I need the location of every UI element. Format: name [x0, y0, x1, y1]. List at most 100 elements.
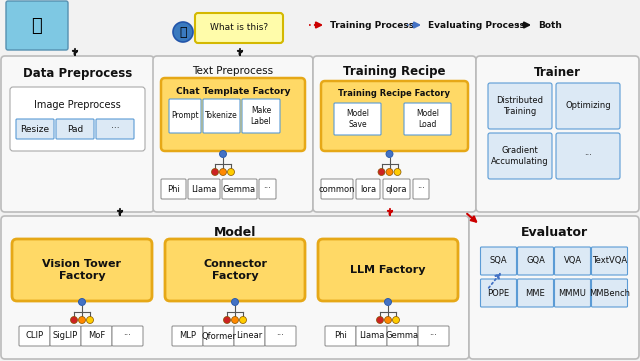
FancyBboxPatch shape	[6, 1, 68, 50]
Circle shape	[79, 317, 86, 323]
Circle shape	[70, 317, 77, 323]
FancyBboxPatch shape	[234, 326, 265, 346]
Text: Vision Tower
Factory: Vision Tower Factory	[42, 259, 122, 281]
Circle shape	[232, 317, 239, 323]
FancyBboxPatch shape	[488, 133, 552, 179]
FancyBboxPatch shape	[203, 99, 240, 133]
FancyBboxPatch shape	[554, 279, 591, 307]
FancyBboxPatch shape	[418, 326, 449, 346]
Text: Model
Save: Model Save	[346, 109, 369, 129]
FancyBboxPatch shape	[188, 179, 220, 199]
FancyBboxPatch shape	[554, 247, 591, 275]
Text: MMMU: MMMU	[559, 288, 586, 297]
Text: ···: ···	[111, 125, 119, 134]
FancyBboxPatch shape	[56, 119, 94, 139]
Text: MME: MME	[525, 288, 545, 297]
Text: SQA: SQA	[490, 257, 508, 265]
Circle shape	[376, 317, 383, 323]
Text: SigLIP: SigLIP	[53, 331, 78, 340]
Text: Optimizing: Optimizing	[565, 101, 611, 110]
FancyBboxPatch shape	[481, 279, 516, 307]
Circle shape	[378, 169, 385, 175]
Text: ···: ···	[124, 331, 131, 340]
FancyBboxPatch shape	[265, 326, 296, 346]
FancyBboxPatch shape	[161, 179, 186, 199]
Text: Image Preprocess: Image Preprocess	[34, 100, 121, 110]
FancyBboxPatch shape	[10, 87, 145, 151]
Text: ···: ···	[584, 152, 592, 161]
Text: Training Recipe Factory: Training Recipe Factory	[339, 90, 451, 99]
Text: Pad: Pad	[67, 125, 83, 134]
FancyBboxPatch shape	[172, 326, 203, 346]
Text: Make
Label: Make Label	[251, 106, 271, 126]
Text: MoF: MoF	[88, 331, 105, 340]
FancyBboxPatch shape	[222, 179, 257, 199]
Text: What is this?: What is this?	[210, 23, 268, 32]
Text: Phi: Phi	[167, 184, 180, 193]
Text: ···: ···	[417, 184, 425, 193]
Text: Phi: Phi	[334, 331, 347, 340]
Text: Gradient
Accumulating: Gradient Accumulating	[491, 146, 549, 166]
Text: CLIP: CLIP	[26, 331, 44, 340]
Circle shape	[227, 169, 234, 175]
FancyBboxPatch shape	[1, 56, 154, 212]
Text: Data Preprocess: Data Preprocess	[23, 68, 132, 81]
Text: Evaluator: Evaluator	[520, 226, 588, 239]
Text: MLP: MLP	[179, 331, 196, 340]
Circle shape	[239, 317, 246, 323]
FancyBboxPatch shape	[556, 133, 620, 179]
Text: Llama: Llama	[359, 331, 384, 340]
Text: Qformer: Qformer	[201, 331, 236, 340]
Text: Training Process: Training Process	[330, 21, 414, 30]
Text: Both: Both	[538, 21, 562, 30]
Text: Evaluating Process: Evaluating Process	[428, 21, 525, 30]
FancyBboxPatch shape	[16, 119, 54, 139]
FancyBboxPatch shape	[356, 179, 380, 199]
FancyBboxPatch shape	[203, 326, 234, 346]
FancyBboxPatch shape	[161, 78, 305, 151]
FancyBboxPatch shape	[318, 239, 458, 301]
Text: Trainer: Trainer	[534, 65, 581, 78]
FancyBboxPatch shape	[321, 179, 353, 199]
FancyBboxPatch shape	[96, 119, 134, 139]
Text: Text Preprocess: Text Preprocess	[193, 66, 273, 76]
FancyBboxPatch shape	[356, 326, 387, 346]
Text: Linear: Linear	[236, 331, 262, 340]
FancyBboxPatch shape	[413, 179, 429, 199]
Text: Training Recipe: Training Recipe	[343, 65, 445, 78]
Circle shape	[232, 299, 239, 305]
FancyBboxPatch shape	[488, 83, 552, 129]
Text: LLM Factory: LLM Factory	[350, 265, 426, 275]
Circle shape	[386, 169, 393, 175]
Text: Model: Model	[214, 226, 256, 239]
FancyBboxPatch shape	[12, 239, 152, 301]
FancyBboxPatch shape	[591, 247, 627, 275]
FancyBboxPatch shape	[153, 56, 313, 212]
FancyBboxPatch shape	[1, 216, 469, 359]
FancyBboxPatch shape	[591, 279, 627, 307]
Text: ···: ···	[429, 331, 437, 340]
Circle shape	[223, 317, 230, 323]
Circle shape	[211, 169, 218, 175]
FancyBboxPatch shape	[195, 13, 283, 43]
Text: Model
Load: Model Load	[416, 109, 439, 129]
Text: ···: ···	[264, 184, 271, 193]
FancyBboxPatch shape	[313, 56, 476, 212]
FancyBboxPatch shape	[242, 99, 280, 133]
FancyBboxPatch shape	[259, 179, 276, 199]
Text: TextVQA: TextVQA	[592, 257, 627, 265]
Circle shape	[392, 317, 399, 323]
Text: 👤: 👤	[179, 26, 187, 39]
Circle shape	[86, 317, 93, 323]
FancyBboxPatch shape	[383, 179, 410, 199]
Text: Chat Template Factory: Chat Template Factory	[176, 87, 291, 96]
FancyBboxPatch shape	[387, 326, 418, 346]
Text: MMBench: MMBench	[589, 288, 630, 297]
FancyBboxPatch shape	[518, 247, 554, 275]
FancyBboxPatch shape	[334, 103, 381, 135]
FancyBboxPatch shape	[169, 99, 201, 133]
FancyBboxPatch shape	[321, 81, 468, 151]
FancyBboxPatch shape	[165, 239, 305, 301]
Text: lora: lora	[360, 184, 376, 193]
Text: Distributed
Training: Distributed Training	[497, 96, 543, 116]
